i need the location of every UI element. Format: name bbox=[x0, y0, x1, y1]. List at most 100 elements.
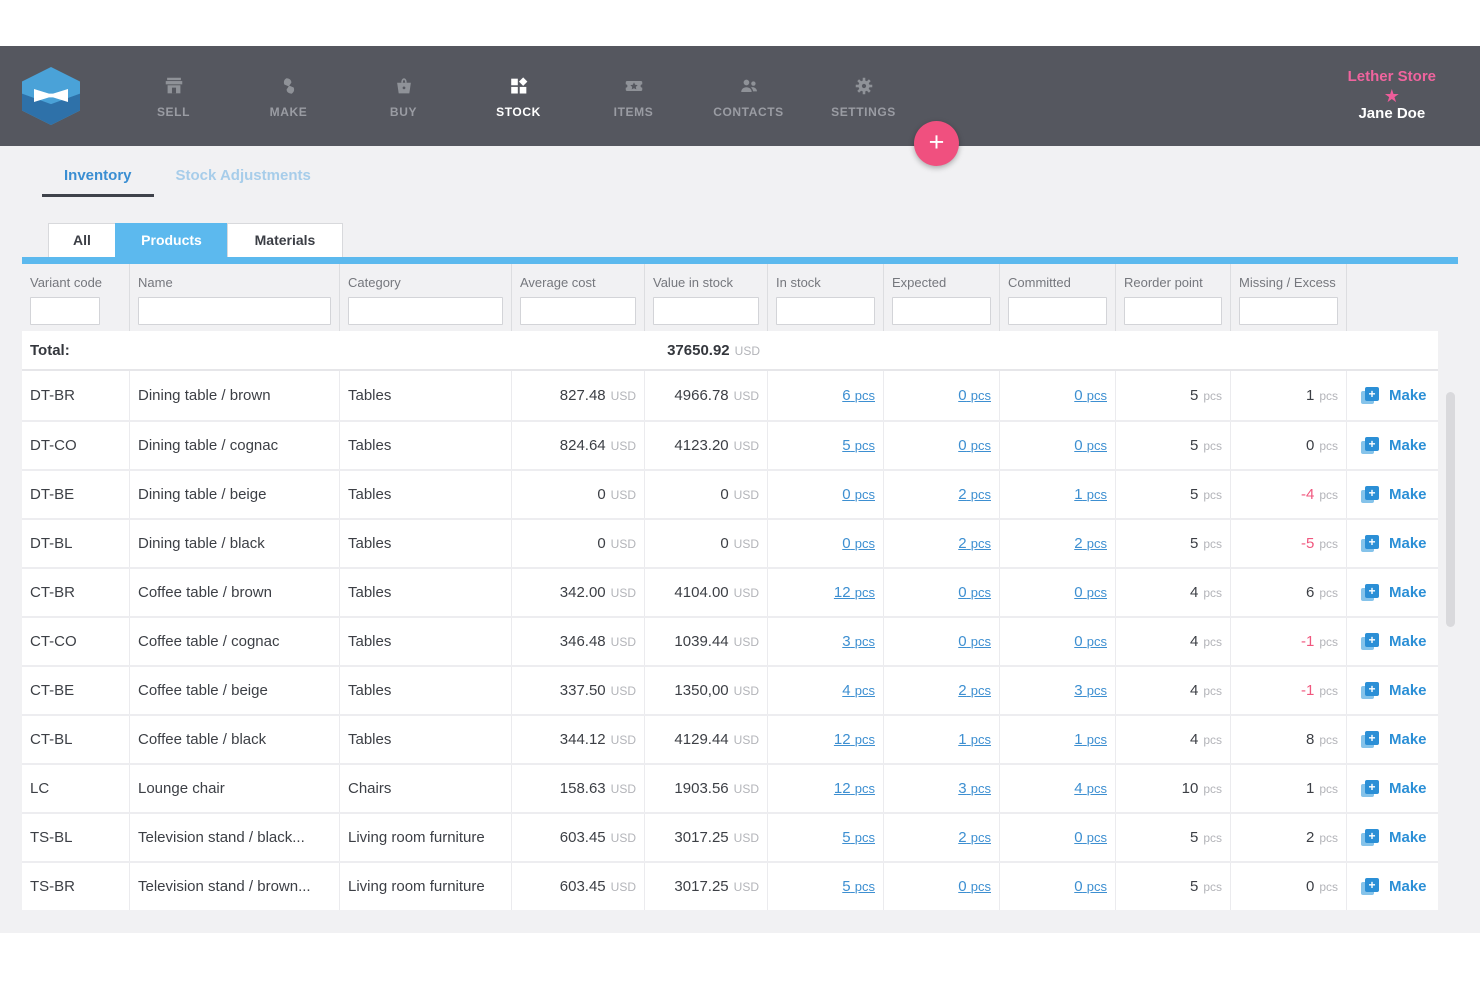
app-logo[interactable] bbox=[22, 67, 80, 125]
filter-input-reorder-point[interactable] bbox=[1124, 297, 1222, 325]
nav-item-buy[interactable]: BUY bbox=[346, 73, 461, 119]
add-button[interactable]: + bbox=[914, 121, 959, 166]
make-button[interactable]: + Make bbox=[1361, 534, 1427, 553]
make-button[interactable]: + Make bbox=[1361, 436, 1427, 455]
in-stock-link[interactable]: 5 pcs bbox=[842, 437, 875, 454]
table-row: DT-BR Dining table / brown Tables 827.48… bbox=[22, 371, 1438, 420]
expected-link[interactable]: 3 pcs bbox=[958, 780, 991, 797]
tab-stock-adjustments[interactable]: Stock Adjustments bbox=[175, 167, 311, 184]
expected-link[interactable]: 0 pcs bbox=[958, 633, 991, 650]
make-button[interactable]: + Make bbox=[1361, 632, 1427, 651]
tab-materials[interactable]: Materials bbox=[227, 223, 343, 257]
nav-item-make[interactable]: MAKE bbox=[231, 73, 346, 119]
cell-reorder-point: 4 pcs bbox=[1116, 667, 1231, 714]
nav-label: SETTINGS bbox=[831, 105, 896, 119]
nav-item-stock[interactable]: STOCK bbox=[461, 73, 576, 119]
cell-actions: + Make bbox=[1347, 422, 1438, 469]
cell-in-stock: 0 pcs bbox=[768, 520, 884, 567]
in-stock-link[interactable]: 12 pcs bbox=[833, 584, 875, 601]
filter-input-average-cost[interactable] bbox=[520, 297, 636, 325]
account-info[interactable]: Lether Store ★ Jane Doe bbox=[1348, 68, 1436, 124]
nav-item-contacts[interactable]: CONTACTS bbox=[691, 73, 806, 119]
in-stock-link[interactable]: 6 pcs bbox=[842, 387, 875, 404]
expected-link[interactable]: 2 pcs bbox=[958, 535, 991, 552]
committed-link[interactable]: 0 pcs bbox=[1074, 584, 1107, 601]
in-stock-link[interactable]: 5 pcs bbox=[842, 829, 875, 846]
in-stock-link[interactable]: 0 pcs bbox=[842, 486, 875, 503]
cell-actions: + Make bbox=[1347, 618, 1438, 665]
currency-unit: USD bbox=[610, 683, 636, 698]
filter-input-name[interactable] bbox=[138, 297, 331, 325]
filter-input-category[interactable] bbox=[348, 297, 503, 325]
cell-missing-excess: 0 pcs bbox=[1231, 863, 1347, 910]
make-button[interactable]: + Make bbox=[1361, 583, 1427, 602]
currency-unit: USD bbox=[610, 536, 636, 551]
table-row: CT-CO Coffee table / cognac Tables 346.4… bbox=[22, 616, 1438, 665]
make-button[interactable]: + Make bbox=[1361, 386, 1427, 405]
make-button[interactable]: + Make bbox=[1361, 681, 1427, 700]
make-button[interactable]: + Make bbox=[1361, 779, 1427, 798]
make-button[interactable]: + Make bbox=[1361, 877, 1427, 896]
in-stock-link[interactable]: 5 pcs bbox=[842, 878, 875, 895]
in-stock-link[interactable]: 12 pcs bbox=[833, 780, 875, 797]
settings-icon bbox=[806, 73, 921, 99]
table-row: DT-BE Dining table / beige Tables 0 USD 0… bbox=[22, 469, 1438, 518]
cell-reorder-point: 5 pcs bbox=[1116, 520, 1231, 567]
make-button[interactable]: + Make bbox=[1361, 828, 1427, 847]
cell-name: Coffee table / black bbox=[130, 716, 340, 763]
committed-link[interactable]: 0 pcs bbox=[1074, 878, 1107, 895]
filter-input-committed[interactable] bbox=[1008, 297, 1107, 325]
in-stock-link[interactable]: 4 pcs bbox=[842, 682, 875, 699]
cell-category: Living room furniture bbox=[340, 863, 512, 910]
tab-products[interactable]: Products bbox=[115, 223, 228, 257]
committed-link[interactable]: 3 pcs bbox=[1074, 682, 1107, 699]
expected-link[interactable]: 2 pcs bbox=[958, 486, 991, 503]
filter-input-variant-code[interactable] bbox=[30, 297, 100, 325]
cell-expected: 1 pcs bbox=[884, 716, 1000, 763]
vertical-scrollbar[interactable] bbox=[1446, 392, 1455, 627]
make-button[interactable]: + Make bbox=[1361, 730, 1427, 749]
filter-input-value-in-stock[interactable] bbox=[653, 297, 759, 325]
cell-category: Tables bbox=[340, 471, 512, 518]
cell-expected: 2 pcs bbox=[884, 667, 1000, 714]
filter-input-expected[interactable] bbox=[892, 297, 991, 325]
column-header-expected: Expected bbox=[884, 264, 1000, 331]
expected-link[interactable]: 0 pcs bbox=[958, 584, 991, 601]
committed-link[interactable]: 2 pcs bbox=[1074, 535, 1107, 552]
nav-label: ITEMS bbox=[613, 105, 654, 119]
nav-item-settings[interactable]: SETTINGS bbox=[806, 73, 921, 119]
tab-all[interactable]: All bbox=[48, 223, 116, 257]
nav-item-sell[interactable]: SELL bbox=[116, 73, 231, 119]
make-plus-icon: + bbox=[1361, 779, 1379, 798]
in-stock-link[interactable]: 12 pcs bbox=[833, 731, 875, 748]
committed-link[interactable]: 0 pcs bbox=[1074, 829, 1107, 846]
tab-inventory[interactable]: Inventory bbox=[42, 158, 154, 197]
column-header-variant-code: Variant code bbox=[22, 264, 130, 331]
filter-input-in-stock[interactable] bbox=[776, 297, 875, 325]
cell-reorder-point: 4 pcs bbox=[1116, 716, 1231, 763]
committed-link[interactable]: 4 pcs bbox=[1074, 780, 1107, 797]
nav-item-items[interactable]: ITEMS bbox=[576, 73, 691, 119]
in-stock-link[interactable]: 0 pcs bbox=[842, 535, 875, 552]
expected-link[interactable]: 0 pcs bbox=[958, 878, 991, 895]
cell-actions: + Make bbox=[1347, 716, 1438, 763]
committed-link[interactable]: 1 pcs bbox=[1074, 486, 1107, 503]
cell-name: Television stand / black... bbox=[130, 814, 340, 861]
expected-link[interactable]: 0 pcs bbox=[958, 387, 991, 404]
cell-committed: 4 pcs bbox=[1000, 765, 1116, 812]
committed-link[interactable]: 1 pcs bbox=[1074, 731, 1107, 748]
expected-link[interactable]: 2 pcs bbox=[958, 829, 991, 846]
expected-link[interactable]: 2 pcs bbox=[958, 682, 991, 699]
currency-unit: USD bbox=[610, 634, 636, 649]
in-stock-link[interactable]: 3 pcs bbox=[842, 633, 875, 650]
expected-link[interactable]: 0 pcs bbox=[958, 437, 991, 454]
committed-link[interactable]: 0 pcs bbox=[1074, 633, 1107, 650]
cell-value-in-stock: 4104.00 USD bbox=[645, 569, 768, 616]
cell-in-stock: 5 pcs bbox=[768, 814, 884, 861]
expected-link[interactable]: 1 pcs bbox=[958, 731, 991, 748]
make-button[interactable]: + Make bbox=[1361, 485, 1427, 504]
cell-committed: 1 pcs bbox=[1000, 716, 1116, 763]
committed-link[interactable]: 0 pcs bbox=[1074, 387, 1107, 404]
filter-input-missing-excess[interactable] bbox=[1239, 297, 1338, 325]
committed-link[interactable]: 0 pcs bbox=[1074, 437, 1107, 454]
